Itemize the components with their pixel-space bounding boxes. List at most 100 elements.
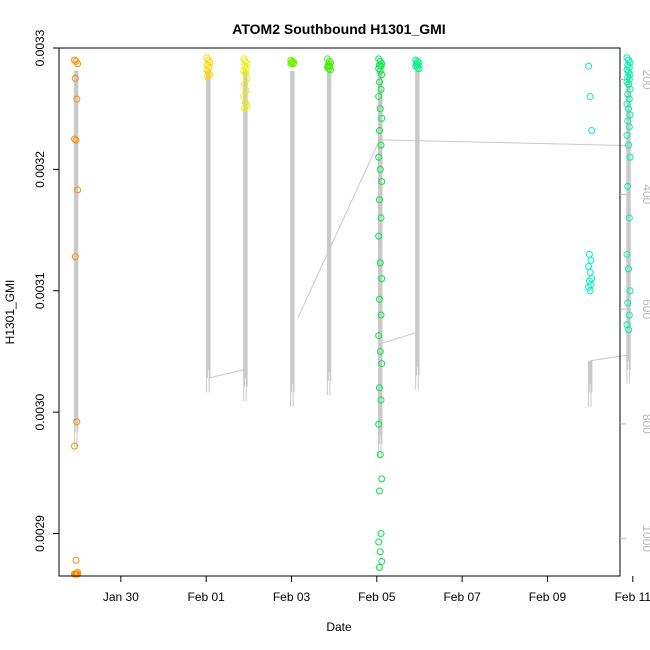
data-point <box>375 538 383 546</box>
data-point <box>625 311 633 319</box>
data-point <box>413 63 421 71</box>
x-tick-label: Feb 11 <box>615 590 650 604</box>
data-point <box>625 123 633 131</box>
x-tick-label: Feb 05 <box>358 590 396 604</box>
data-point <box>585 250 593 258</box>
x-tick-label: Feb 03 <box>273 590 311 604</box>
data-point <box>625 214 633 222</box>
data-point <box>290 59 298 67</box>
data-point <box>626 111 634 119</box>
x-tick-label: Feb 07 <box>443 590 481 604</box>
data-point <box>377 62 385 70</box>
data-point <box>377 311 385 319</box>
y-axis-label: H1301_GMI <box>3 280 17 345</box>
x-tick-label: Feb 01 <box>188 590 226 604</box>
data-point <box>72 570 80 578</box>
data-point <box>376 105 384 113</box>
data-point <box>378 557 386 565</box>
pressure-transit-line <box>208 368 246 379</box>
data-point <box>625 76 633 84</box>
y2-tick-label: 400 <box>640 184 650 204</box>
data-point <box>625 63 633 71</box>
y-tick-label: 0.0031 <box>33 272 47 309</box>
pressure-transit-line <box>297 136 382 318</box>
data-point <box>625 141 633 149</box>
data-point <box>73 418 81 426</box>
data-point <box>71 253 79 261</box>
data-point <box>587 256 595 264</box>
data-point <box>288 57 296 65</box>
data-point <box>376 67 384 75</box>
y2-axis-pressure: 200 400 600 800 1000 <box>620 70 650 552</box>
data-point <box>327 66 335 74</box>
data-point <box>626 71 634 79</box>
data-point <box>625 326 633 334</box>
data-point <box>376 165 384 173</box>
data-point <box>586 93 594 101</box>
y2-tick-label: 1000 <box>640 525 650 552</box>
data-point <box>74 60 82 68</box>
pressure-transit-line <box>590 354 629 362</box>
data-point <box>375 384 383 392</box>
data-point <box>377 214 385 222</box>
data-point <box>375 487 383 495</box>
data-point <box>376 548 384 556</box>
data-point <box>288 59 296 67</box>
y-tick-label: 0.0029 <box>33 515 47 552</box>
pressure-layer <box>73 70 631 459</box>
data-point <box>378 475 386 483</box>
data-point <box>377 530 385 538</box>
data-point <box>71 135 79 143</box>
data-point <box>375 420 383 428</box>
data-point <box>241 69 249 77</box>
data-point <box>71 442 79 450</box>
data-point <box>585 62 593 70</box>
data-point <box>375 196 383 204</box>
data-point <box>375 78 383 86</box>
x-axis: Jan 30 Feb 01 Feb 03 Feb 05 Feb 07 Feb 09 Feb … <box>103 576 650 604</box>
data-point <box>72 136 80 144</box>
data-point <box>378 178 386 186</box>
data-point <box>623 100 631 108</box>
data-point <box>626 287 634 295</box>
pressure-transit-line <box>380 331 418 345</box>
data-point <box>206 59 214 67</box>
data-point <box>586 269 594 277</box>
data-point <box>625 265 633 273</box>
data-point <box>243 60 251 68</box>
data-point <box>588 127 596 135</box>
data-point <box>623 131 631 139</box>
data-point <box>377 396 385 404</box>
data-point <box>241 105 249 113</box>
data-point <box>585 262 593 270</box>
data-point <box>376 347 384 355</box>
data-point <box>623 250 631 258</box>
data-point <box>375 564 383 572</box>
data-point <box>375 332 383 340</box>
data-point <box>624 90 632 98</box>
x-axis-label: Date <box>326 620 352 634</box>
y2-tick-label: 800 <box>640 414 650 434</box>
data-point <box>204 73 212 81</box>
data-point <box>375 93 383 101</box>
plot-frame <box>58 47 621 577</box>
data-point <box>378 71 386 79</box>
data-point <box>375 232 383 240</box>
chart-title: ATOM2 Southbound H1301_GMI <box>232 21 445 37</box>
data-point <box>71 74 79 82</box>
data-point <box>378 360 386 368</box>
data-point <box>206 71 214 79</box>
pressure-transit-line <box>381 139 629 147</box>
data-point <box>205 63 213 71</box>
data-point <box>415 65 423 73</box>
data-point <box>377 85 385 93</box>
data-point <box>375 127 383 135</box>
data-point <box>586 287 594 295</box>
points-layer <box>71 54 634 578</box>
data-point <box>324 62 332 70</box>
data-point <box>375 153 383 161</box>
data-point <box>626 59 634 67</box>
data-point <box>242 65 250 73</box>
data-point <box>625 80 633 88</box>
